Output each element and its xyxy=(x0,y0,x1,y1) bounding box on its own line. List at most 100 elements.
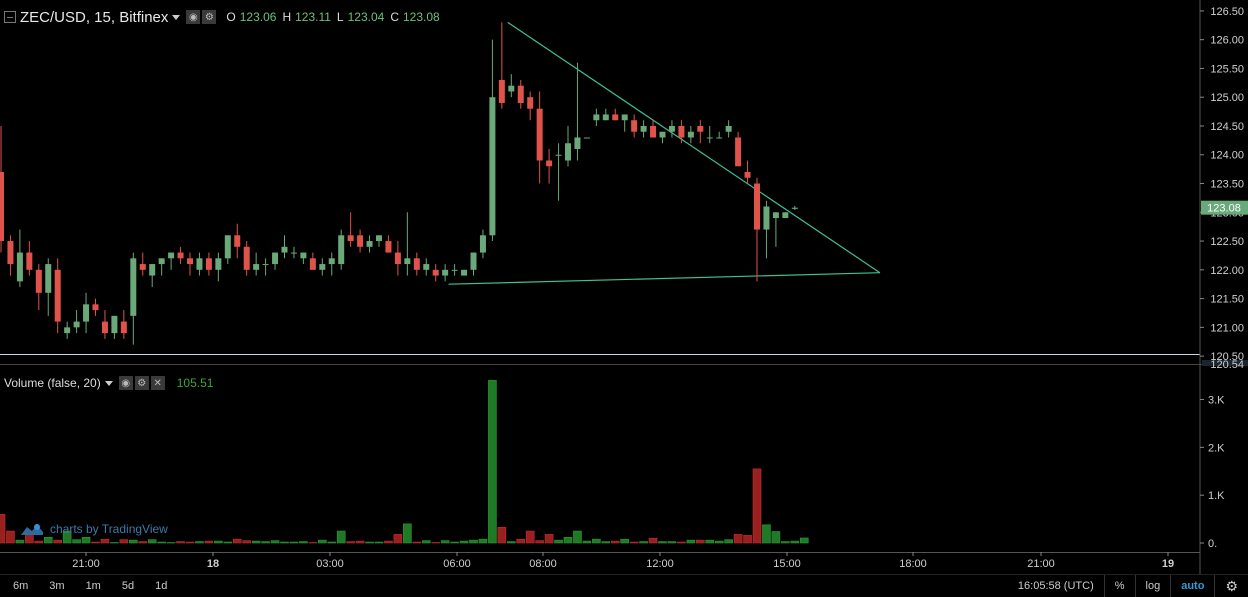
volume-bar xyxy=(243,541,251,543)
candle-body xyxy=(244,247,250,270)
price-tick-label: 124.50 xyxy=(1210,121,1244,133)
tradingview-logo-icon xyxy=(20,522,44,536)
ohlc-close-label: C xyxy=(390,10,399,24)
price-tick-label: 125.00 xyxy=(1210,92,1244,104)
clock-readout: 16:05:58 (UTC) xyxy=(1008,575,1104,597)
symbol-title[interactable]: ZEC/USD, 15, Bitfinex xyxy=(20,9,168,26)
range-6m-button[interactable]: 6m xyxy=(13,580,28,592)
candle-body xyxy=(518,86,524,103)
candle-body xyxy=(489,97,495,235)
candle-body xyxy=(414,258,420,270)
candle-body xyxy=(641,126,647,132)
candle-body xyxy=(159,258,165,264)
candle-body xyxy=(300,253,306,259)
volume-bar xyxy=(366,542,374,543)
candle-body xyxy=(102,322,108,334)
volume-title[interactable]: Volume (false, 20) xyxy=(4,376,101,390)
volume-bar xyxy=(73,540,81,543)
volume-bar xyxy=(318,540,326,543)
volume-bar xyxy=(394,534,402,543)
range-5d-button[interactable]: 5d xyxy=(122,580,134,592)
candle-body xyxy=(650,126,656,138)
tradingview-watermark[interactable]: charts by TradingView xyxy=(20,522,168,536)
log-scale-button[interactable]: log xyxy=(1135,575,1171,597)
volume-bar xyxy=(470,540,478,543)
candle-body xyxy=(763,207,769,230)
watermark-text: charts by TradingView xyxy=(50,522,168,536)
candle-body xyxy=(367,241,373,247)
candle-body xyxy=(357,235,363,247)
price-axis: 126.50126.00125.50125.00124.50124.00123.… xyxy=(1200,0,1248,574)
eye-icon[interactable]: ◉ xyxy=(186,10,200,24)
close-icon[interactable]: ✕ xyxy=(151,376,165,390)
gear-icon[interactable]: ⚙ xyxy=(202,10,216,24)
candle-body xyxy=(452,270,458,271)
volume-bar xyxy=(564,537,572,543)
chevron-down-icon[interactable] xyxy=(172,15,180,20)
candle-body xyxy=(121,322,127,334)
volume-bar xyxy=(35,541,43,543)
candle-body xyxy=(263,264,269,265)
candle-body xyxy=(385,241,391,253)
price-tick-label: 126.50 xyxy=(1210,6,1244,18)
volume-bar xyxy=(139,542,147,543)
candle-body xyxy=(792,208,798,209)
price-chart[interactable]: 126.50126.00125.50125.00124.50124.00123.… xyxy=(0,0,1248,574)
candle-body xyxy=(93,304,99,310)
volume-bar xyxy=(158,542,166,543)
volume-bar xyxy=(791,541,799,543)
candle-body xyxy=(55,270,61,322)
ohlc-low-label: L xyxy=(337,10,344,24)
candle-body xyxy=(253,264,259,270)
collapse-icon[interactable] xyxy=(4,11,16,23)
candle-body xyxy=(508,86,514,92)
range-1m-button[interactable]: 1m xyxy=(86,580,101,592)
price-tick-label: 124.00 xyxy=(1210,150,1244,162)
candle-body xyxy=(140,264,146,270)
candle-body xyxy=(442,270,448,276)
percent-scale-button[interactable]: % xyxy=(1104,575,1135,597)
auto-scale-button[interactable]: auto xyxy=(1170,575,1214,597)
volume-bar xyxy=(205,541,213,543)
volume-bar xyxy=(148,540,156,543)
candle-body xyxy=(726,126,732,132)
candle-body xyxy=(735,137,741,166)
candle-body xyxy=(282,247,288,253)
time-tick-label: 06:00 xyxy=(443,558,471,570)
trendline xyxy=(508,22,880,272)
volume-bar xyxy=(602,542,610,543)
candles xyxy=(0,22,798,344)
time-tick-label: 15:00 xyxy=(773,558,801,570)
price-tick-label: 122.00 xyxy=(1210,265,1244,277)
time-tick-label: 03:00 xyxy=(316,558,344,570)
settings-gear-icon[interactable]: ⚙ xyxy=(1214,575,1248,597)
candle-body xyxy=(631,120,637,132)
range-1d-button[interactable]: 1d xyxy=(155,580,167,592)
volume-bar xyxy=(507,542,515,543)
volume-bar xyxy=(744,535,752,543)
volume-bar xyxy=(573,531,581,543)
time-tick-label: 21:00 xyxy=(1027,558,1055,570)
time-tick-label: 21:00 xyxy=(72,558,100,570)
volume-bar xyxy=(271,541,279,543)
volume-bar xyxy=(545,534,553,543)
volume-bar xyxy=(92,542,100,543)
candle-body xyxy=(329,258,335,264)
candle-body xyxy=(716,137,722,138)
price-tick-label: 122.50 xyxy=(1210,236,1244,248)
candle-body xyxy=(471,253,477,270)
range-3m-button[interactable]: 3m xyxy=(49,580,64,592)
eye-icon[interactable]: ◉ xyxy=(119,376,133,390)
gear-icon[interactable]: ⚙ xyxy=(135,376,149,390)
volume-bar xyxy=(630,542,638,543)
volume-bar xyxy=(800,538,808,543)
last-price-label: 123.08 xyxy=(1207,203,1241,215)
chevron-down-icon[interactable] xyxy=(105,381,113,386)
time-tick-label: 18 xyxy=(207,558,219,570)
price-tick-label: 123.50 xyxy=(1210,179,1244,191)
candle-body xyxy=(83,304,89,321)
candle-body xyxy=(707,137,713,138)
volume-bar xyxy=(677,542,685,543)
candle-body xyxy=(36,270,42,293)
